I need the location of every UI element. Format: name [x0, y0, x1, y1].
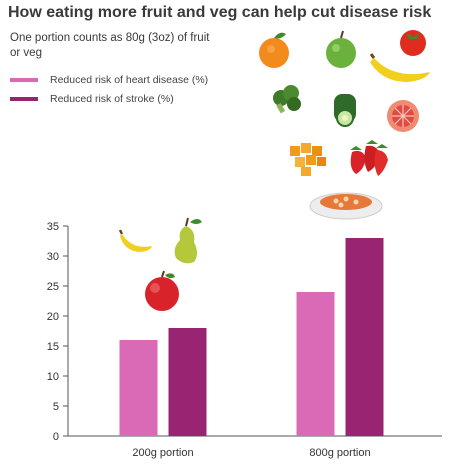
- banana-icon: [369, 53, 430, 82]
- chart-title: How eating more fruit and veg can help c…: [8, 4, 432, 21]
- mango-cubes-icon: [290, 143, 326, 176]
- legend-swatch-stroke: [10, 96, 38, 101]
- y-tick-label: 15: [47, 341, 59, 353]
- y-tick-label: 35: [47, 221, 59, 233]
- bar-heart-2: [296, 292, 335, 436]
- y-tick-label: 10: [47, 371, 59, 383]
- pear-icon: [174, 217, 202, 264]
- legend-label-stroke: Reduced risk of stroke (%): [50, 92, 174, 105]
- y-axis-ticks: 0 5 10 15 20 25 30 35: [47, 221, 68, 443]
- y-tick-label: 0: [53, 431, 59, 443]
- bars: [119, 238, 384, 436]
- y-tick-label: 30: [47, 251, 59, 263]
- chart-subtitle: One portion counts as 80g (3oz) of fruit…: [10, 32, 210, 59]
- x-axis-labels: 200g portion 800g portion: [132, 447, 370, 459]
- bar-stroke-2: [345, 238, 384, 436]
- legend-swatch-heart: [10, 77, 38, 82]
- legend-label-heart: Reduced risk of heart disease (%): [50, 73, 209, 86]
- grapefruit-icon: [387, 100, 419, 132]
- legend: Reduced risk of heart disease (%) Reduce…: [10, 70, 208, 108]
- orange-icon: [259, 32, 289, 68]
- y-tick-label: 20: [47, 311, 59, 323]
- broccoli-icon: [273, 85, 301, 114]
- bar-stroke-1: [168, 328, 207, 436]
- x-category-label: 800g portion: [309, 447, 370, 459]
- x-category-label: 200g portion: [132, 447, 193, 459]
- tomato-icon: [400, 30, 426, 56]
- cucumber-icon: [334, 94, 356, 127]
- bar-heart-1: [119, 340, 158, 436]
- y-tick-label: 5: [53, 401, 59, 413]
- apple-red-icon: [145, 270, 179, 311]
- bean-dish-icon: [309, 192, 383, 220]
- legend-item-heart: Reduced risk of heart disease (%): [10, 70, 208, 89]
- apple-green-icon: [326, 30, 356, 68]
- strawberries-icon: [350, 140, 388, 176]
- legend-item-stroke: Reduced risk of stroke (%): [10, 89, 208, 108]
- y-tick-label: 25: [47, 281, 59, 293]
- banana-small-icon: [118, 229, 152, 252]
